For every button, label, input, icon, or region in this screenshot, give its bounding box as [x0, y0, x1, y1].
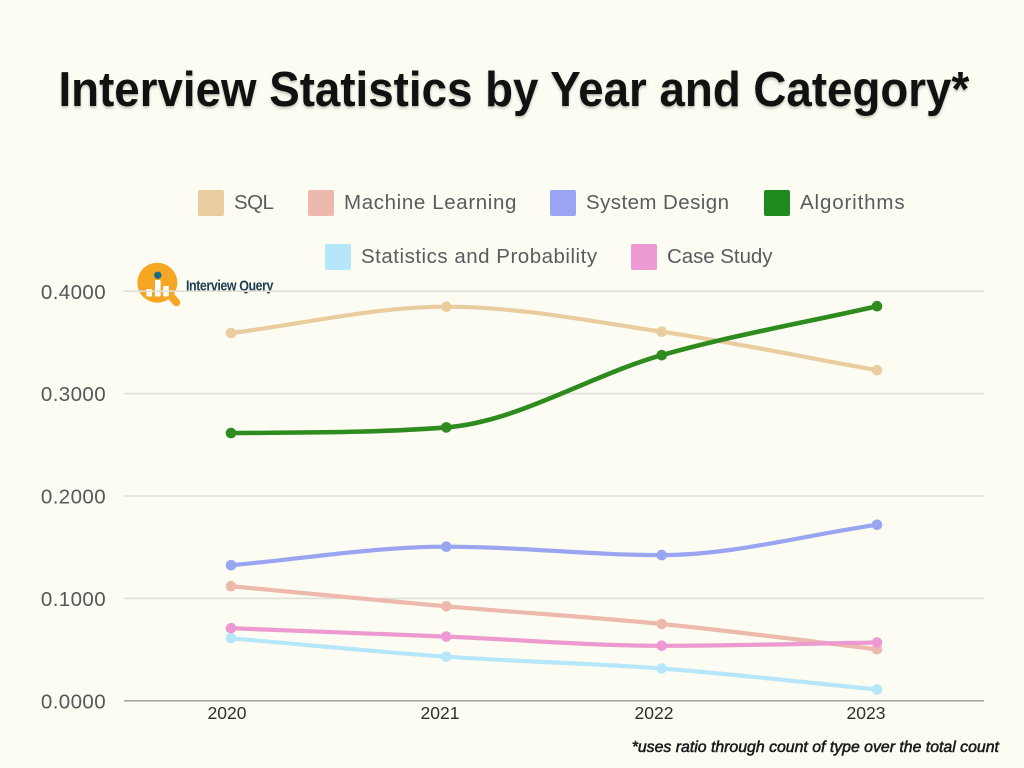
- svg-text:0.1000: 0.1000: [41, 588, 106, 611]
- svg-text:2023: 2023: [847, 703, 886, 723]
- svg-text:0.4000: 0.4000: [41, 281, 106, 304]
- svg-text:2020: 2020: [208, 703, 247, 723]
- svg-text:0.3000: 0.3000: [41, 383, 106, 406]
- svg-text:0.2000: 0.2000: [41, 486, 106, 509]
- svg-text:0.0000: 0.0000: [41, 690, 106, 713]
- svg-text:2022: 2022: [635, 703, 674, 723]
- svg-text:Interview Query: Interview Query: [186, 278, 274, 294]
- svg-text:2021: 2021: [421, 703, 460, 723]
